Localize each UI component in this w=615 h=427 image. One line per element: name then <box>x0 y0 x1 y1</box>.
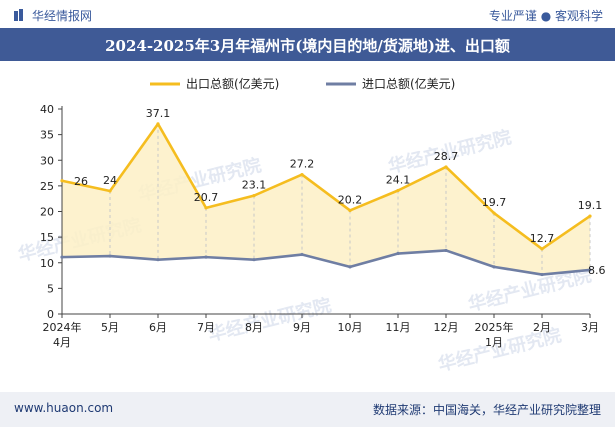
data-point <box>540 247 544 251</box>
x-tick-label: 6月 <box>149 321 167 334</box>
export-data-label: 37.1 <box>146 107 171 120</box>
export-data-label: 26 <box>74 175 88 188</box>
top-bar: 华经情报网 专业严谨 ● 客观科学 <box>0 0 615 28</box>
data-point <box>444 165 448 169</box>
y-tick-label: 35 <box>40 129 54 142</box>
footer: www.huaon.com 数据来源：中国海关，华经产业研究院整理 <box>0 392 615 427</box>
export-data-label: 27.2 <box>290 158 315 171</box>
export-data-label: 24.1 <box>386 173 411 186</box>
logo-icon <box>14 9 23 21</box>
data-point <box>348 208 352 213</box>
x-tick-label: 10月 <box>338 321 363 334</box>
data-point <box>300 252 304 257</box>
x-tick-label: 11月 <box>386 321 411 334</box>
y-tick-label: 25 <box>40 180 54 193</box>
data-point <box>60 255 64 259</box>
export-data-label: 23.1 <box>242 179 267 192</box>
data-point <box>108 254 112 258</box>
y-tick-label: 5 <box>47 282 54 295</box>
x-tick-label: 8月 <box>245 321 263 334</box>
data-point <box>492 211 496 215</box>
export-data-label: 19.7 <box>482 196 507 209</box>
logo-text: 华经情报网 <box>32 9 93 23</box>
data-point <box>252 194 256 198</box>
website-link[interactable]: www.huaon.com <box>14 401 114 415</box>
data-point <box>396 251 400 256</box>
x-tick-label: 5月 <box>101 321 119 334</box>
export-data-label: 28.7 <box>434 150 459 163</box>
x-tick-label: 12月 <box>434 321 459 334</box>
data-point <box>396 188 400 193</box>
data-point <box>156 122 160 126</box>
y-tick-label: 30 <box>40 154 54 167</box>
data-point <box>252 258 256 262</box>
data-point <box>348 265 352 269</box>
export-series-line <box>61 122 591 251</box>
export-data-label: 20.2 <box>338 193 363 206</box>
x-tick-label: 7月 <box>197 321 215 334</box>
title-bar: 2024-2025年3月年福州市(境内目的地/货源地)进、出口额 <box>0 28 615 61</box>
import-data-label: 8.6 <box>588 264 606 277</box>
y-tick-label: 10 <box>40 257 54 270</box>
x-tick-label: 2月 <box>533 321 551 334</box>
y-tick-label: 40 <box>40 103 54 116</box>
data-point <box>60 179 64 183</box>
watermark-text: 华经产业研究院 <box>206 294 334 346</box>
y-tick-label: 20 <box>40 206 54 219</box>
y-tick-label: 0 <box>47 308 54 321</box>
y-tick-label: 15 <box>40 231 54 244</box>
legend-label: 进口总额(亿美元) <box>362 76 455 91</box>
export-data-label: 12.7 <box>530 232 555 245</box>
area-fill-between-series <box>62 123 590 275</box>
data-point <box>588 214 592 218</box>
data-point <box>540 272 544 277</box>
x-tick-label: 2025年 1月 <box>475 320 514 349</box>
data-point <box>108 189 112 193</box>
data-point <box>204 206 208 210</box>
export-data-label: 24 <box>103 174 117 187</box>
export-data-label: 20.7 <box>194 191 219 204</box>
data-point <box>204 255 208 259</box>
x-tick-label: 9月 <box>293 321 311 334</box>
export-data-label: 19.1 <box>578 199 603 212</box>
slogan: 专业严谨 ● 客观科学 <box>488 9 603 23</box>
data-point <box>156 258 160 262</box>
legend-label: 出口总额(亿美元) <box>186 76 279 91</box>
data-point <box>588 268 592 272</box>
x-tick-label: 2024年 4月 <box>43 320 82 349</box>
data-point <box>492 265 496 269</box>
data-point <box>300 173 304 177</box>
line-chart: 华经产业研究院华经产业研究院华经产业研究院华经产业研究院华经产业研究院华经产业研… <box>16 76 606 376</box>
x-tick-label: 3月 <box>581 321 599 334</box>
import-series-line <box>61 249 591 276</box>
chart-title: 2024-2025年3月年福州市(境内目的地/货源地)进、出口额 <box>105 37 510 55</box>
data-source: 数据来源：中国海关，华经产业研究院整理 <box>372 403 601 417</box>
data-point <box>444 248 448 253</box>
